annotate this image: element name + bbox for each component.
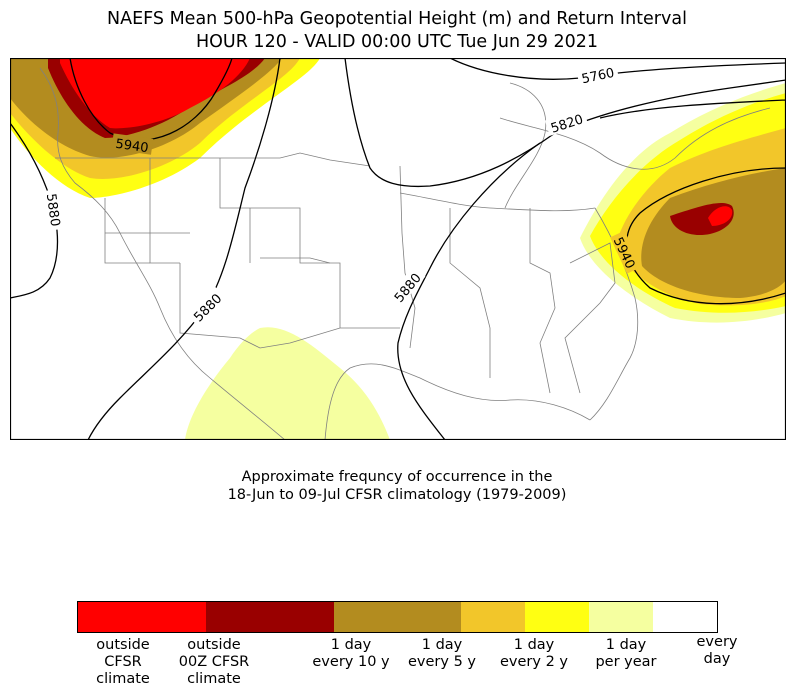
colorbar-segment [461, 602, 526, 632]
anomaly-mexico [185, 327, 390, 440]
contour-label-5760: 5760 [580, 66, 615, 88]
height-contours [10, 58, 786, 440]
colorbar-segment [269, 602, 334, 632]
legend-caption-line2: 18-Jun to 09-Jul CFSR climatology (1979-… [227, 487, 567, 503]
colorbar-label: 1 day per year [595, 637, 657, 670]
contour-labels: 5760 5820 5940 5880 5880 5880 [43, 62, 642, 327]
map-frame [10, 58, 786, 440]
colorbar-label: every day [696, 634, 738, 667]
colorbar-segment [589, 602, 654, 632]
anomaly-northeast [580, 83, 786, 323]
contour-label-5880-west: 5880 [43, 193, 62, 228]
map-valid-time: HOUR 120 - VALID 00:00 UTC Tue Jun 29 20… [195, 32, 599, 52]
colorbar-label: outside 00Z CFSR climate [178, 637, 250, 687]
contour-label-5940-west: 5940 [115, 137, 150, 156]
geographic-boundaries [39, 67, 771, 440]
colorbar-segment [653, 602, 718, 632]
anomaly-northwest [10, 58, 320, 198]
colorbar-segment [397, 602, 462, 632]
colorbar-label: 1 day every 10 y [312, 637, 390, 670]
colorbar [77, 601, 718, 633]
colorbar-label: outside CFSR climate [96, 637, 150, 687]
colorbar-segment [333, 602, 398, 632]
colorbar-segment [141, 602, 206, 632]
legend-caption-line1: Approximate frequncy of occurrence in th… [241, 469, 553, 485]
colorbar-segment [525, 602, 590, 632]
colorbar-label: 1 day every 2 y [500, 637, 568, 670]
colorbar-segment [205, 602, 270, 632]
colorbar-label: 1 day every 5 y [408, 637, 476, 670]
map-title: NAEFS Mean 500-hPa Geopotential Height (… [107, 9, 687, 29]
forecast-map: 5760 5820 5940 5880 5880 5880 [10, 58, 786, 440]
colorbar-segment [78, 602, 142, 632]
